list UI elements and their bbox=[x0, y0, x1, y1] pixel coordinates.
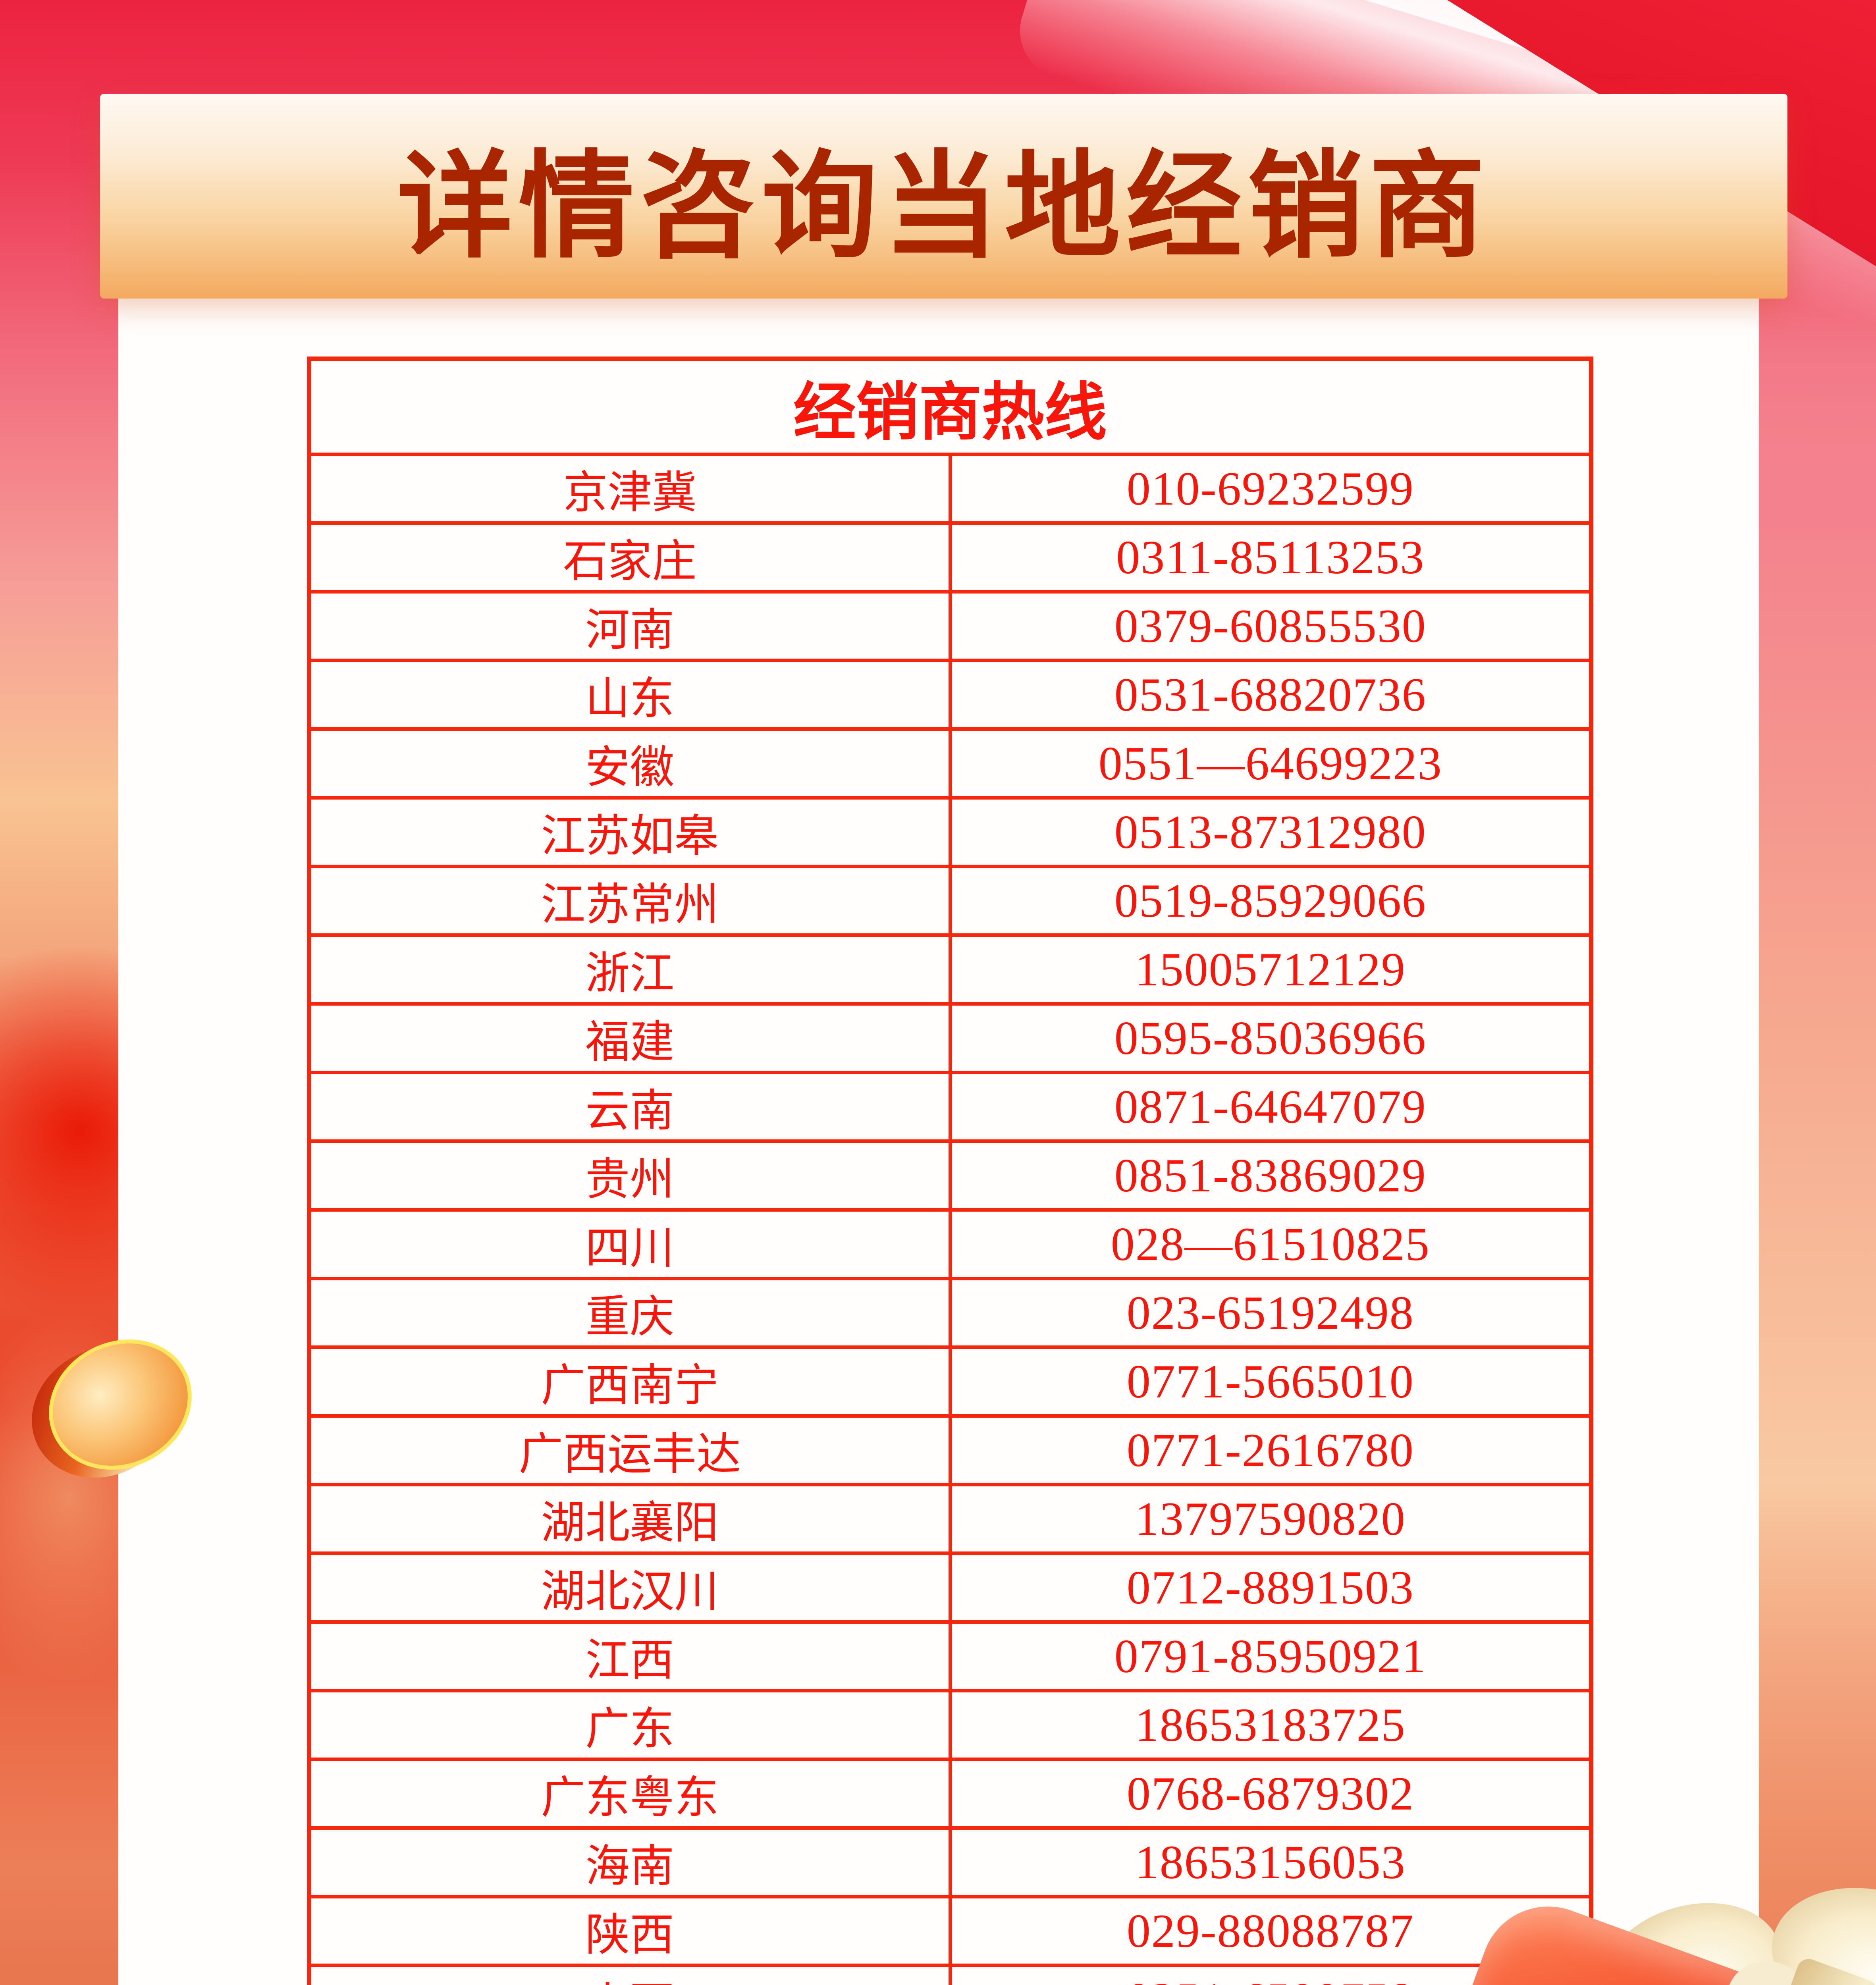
hotline-table-body: 京津冀 010-69232599 石家庄 0311-85113253 河南 0379-60… bbox=[307, 453, 1593, 1985]
phone-cell: 15005712129 bbox=[948, 933, 1593, 1006]
table-row: 湖北汉川 0712-8891503 bbox=[307, 1551, 1593, 1624]
table-row: 山西0351-6599758 bbox=[307, 1964, 1593, 1985]
phone-cell: 023-65192498 bbox=[948, 1277, 1593, 1349]
table-row: 京津冀 010-69232599 bbox=[307, 453, 1593, 525]
region-cell: 湖北汉川 bbox=[307, 1551, 952, 1624]
phone-cell: 18653183725 bbox=[948, 1689, 1593, 1761]
phone-cell: 0768-6879302 bbox=[948, 1758, 1593, 1830]
table-row: 江西 0791-85950921 bbox=[307, 1620, 1593, 1692]
region-cell: 云南 bbox=[307, 1071, 952, 1143]
region-cell: 陕西 bbox=[307, 1895, 952, 1967]
region-cell: 安徽 bbox=[307, 727, 952, 800]
region-cell: 广西南宁 bbox=[307, 1345, 952, 1418]
table-row: 山东 0531-68820736 bbox=[307, 659, 1593, 731]
phone-cell: 0771-2616780 bbox=[948, 1414, 1593, 1486]
table-row: 安徽 0551—64699223 bbox=[307, 727, 1593, 800]
region-cell: 山西 bbox=[307, 1964, 952, 1985]
region-cell: 湖北襄阳 bbox=[307, 1483, 952, 1555]
phone-cell: 0712-8891503 bbox=[948, 1551, 1593, 1624]
region-cell: 福建 bbox=[307, 1002, 952, 1074]
title-banner: 详情咨询当地经销商 bbox=[100, 94, 1787, 299]
phone-cell: 028—61510825 bbox=[948, 1208, 1593, 1280]
phone-cell: 0311-85113253 bbox=[948, 521, 1593, 594]
table-row: 广西运丰达 0771-2616780 bbox=[307, 1414, 1593, 1486]
page-title: 详情咨询当地经销商 bbox=[397, 141, 1490, 271]
region-cell: 贵州 bbox=[307, 1139, 952, 1212]
header-row: 经销商热线 bbox=[307, 357, 1593, 456]
phone-cell: 0519-85929066 bbox=[948, 865, 1593, 937]
region-cell: 重庆 bbox=[307, 1277, 952, 1349]
phone-cell: 0513-87312980 bbox=[948, 796, 1593, 868]
table-row: 广西南宁 0771-5665010 bbox=[307, 1345, 1593, 1418]
phone-cell: 0551—64699223 bbox=[948, 727, 1593, 800]
region-cell: 浙江 bbox=[307, 933, 952, 1006]
table-row: 陕西 029-88088787 bbox=[307, 1895, 1593, 1967]
table-header: 经销商热线 bbox=[307, 357, 1593, 456]
phone-cell: 0595-85036966 bbox=[948, 1002, 1593, 1074]
region-cell: 广西运丰达 bbox=[307, 1414, 952, 1486]
phone-cell: 13797590820 bbox=[948, 1483, 1593, 1555]
table-row: 浙江 15005712129 bbox=[307, 933, 1593, 1006]
region-cell: 广东 bbox=[307, 1689, 952, 1761]
hotline-table: 经销商热线 京津冀 010-69232599 石家庄 0311-85113253 河南 0… bbox=[307, 357, 1593, 1985]
phone-cell: 0531-68820736 bbox=[948, 659, 1593, 731]
region-cell: 四川 bbox=[307, 1208, 952, 1280]
table-row: 广东粤东 0768-6879302 bbox=[307, 1758, 1593, 1830]
hotline-table-head: 经销商热线 bbox=[307, 357, 1593, 456]
region-cell: 江西 bbox=[307, 1620, 952, 1692]
region-cell: 京津冀 bbox=[307, 453, 952, 525]
region-cell: 江苏如皋 bbox=[307, 796, 952, 868]
phone-cell: 0771-5665010 bbox=[948, 1345, 1593, 1418]
phone-cell: 0871-64647079 bbox=[948, 1071, 1593, 1143]
region-cell: 石家庄 bbox=[307, 521, 952, 594]
table-row: 重庆 023-65192498 bbox=[307, 1277, 1593, 1349]
table-row: 福建 0595-85036966 bbox=[307, 1002, 1593, 1074]
region-cell: 海南 bbox=[307, 1826, 952, 1898]
phone-cell: 0379-60855530 bbox=[948, 590, 1593, 662]
phone-cell: 010-69232599 bbox=[948, 453, 1593, 525]
region-cell: 广东粤东 bbox=[307, 1758, 952, 1830]
table-row: 贵州 0851-83869029 bbox=[307, 1139, 1593, 1212]
phone-cell: 0851-83869029 bbox=[948, 1139, 1593, 1212]
table-row: 石家庄 0311-85113253 bbox=[307, 521, 1593, 594]
region-cell: 河南 bbox=[307, 590, 952, 662]
hotline-table-wrap: 经销商热线 京津冀 010-69232599 石家庄 0311-85113253 河南 0… bbox=[307, 357, 1593, 1985]
table-row: 海南 18653156053 bbox=[307, 1826, 1593, 1898]
phone-cell: 0791-85950921 bbox=[948, 1620, 1593, 1692]
region-cell: 山东 bbox=[307, 659, 952, 731]
table-row: 江苏常州 0519-85929066 bbox=[307, 865, 1593, 937]
table-row: 广东 18653183725 bbox=[307, 1689, 1593, 1761]
table-row: 四川 028—61510825 bbox=[307, 1208, 1593, 1280]
table-row: 河南 0379-60855530 bbox=[307, 590, 1593, 662]
table-row: 湖北襄阳 13797590820 bbox=[307, 1483, 1593, 1555]
region-cell: 江苏常州 bbox=[307, 865, 952, 937]
table-row: 云南 0871-64647079 bbox=[307, 1071, 1593, 1143]
table-row: 江苏如皋 0513-87312980 bbox=[307, 796, 1593, 868]
